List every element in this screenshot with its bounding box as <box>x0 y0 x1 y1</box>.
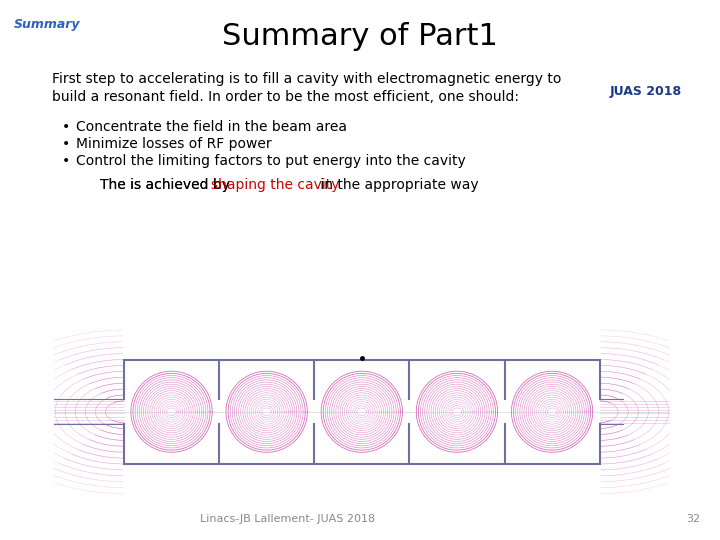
Text: shaping the cavity: shaping the cavity <box>211 178 340 192</box>
Text: •: • <box>62 120 71 134</box>
Text: Summary: Summary <box>14 18 81 31</box>
Text: Summary of Part1: Summary of Part1 <box>222 22 498 51</box>
Text: JUAS 2018: JUAS 2018 <box>610 85 682 98</box>
Text: The is achieved by: The is achieved by <box>100 178 235 192</box>
Text: •: • <box>62 137 71 151</box>
Text: build a resonant field. In order to be the most efficient, one should:: build a resonant field. In order to be t… <box>52 90 519 104</box>
Text: in the appropriate way: in the appropriate way <box>317 178 479 192</box>
Text: Minimize losses of RF power: Minimize losses of RF power <box>76 137 271 151</box>
Text: Linacs-JB Lallement- JUAS 2018: Linacs-JB Lallement- JUAS 2018 <box>200 514 375 524</box>
Text: The is achieved by: The is achieved by <box>100 178 235 192</box>
Text: First step to accelerating is to fill a cavity with electromagnetic energy to: First step to accelerating is to fill a … <box>52 72 562 86</box>
Text: Control the limiting factors to put energy into the cavity: Control the limiting factors to put ener… <box>76 154 466 168</box>
Text: •: • <box>62 154 71 168</box>
Text: Concentrate the field in the beam area: Concentrate the field in the beam area <box>76 120 347 134</box>
Text: 32: 32 <box>686 514 700 524</box>
